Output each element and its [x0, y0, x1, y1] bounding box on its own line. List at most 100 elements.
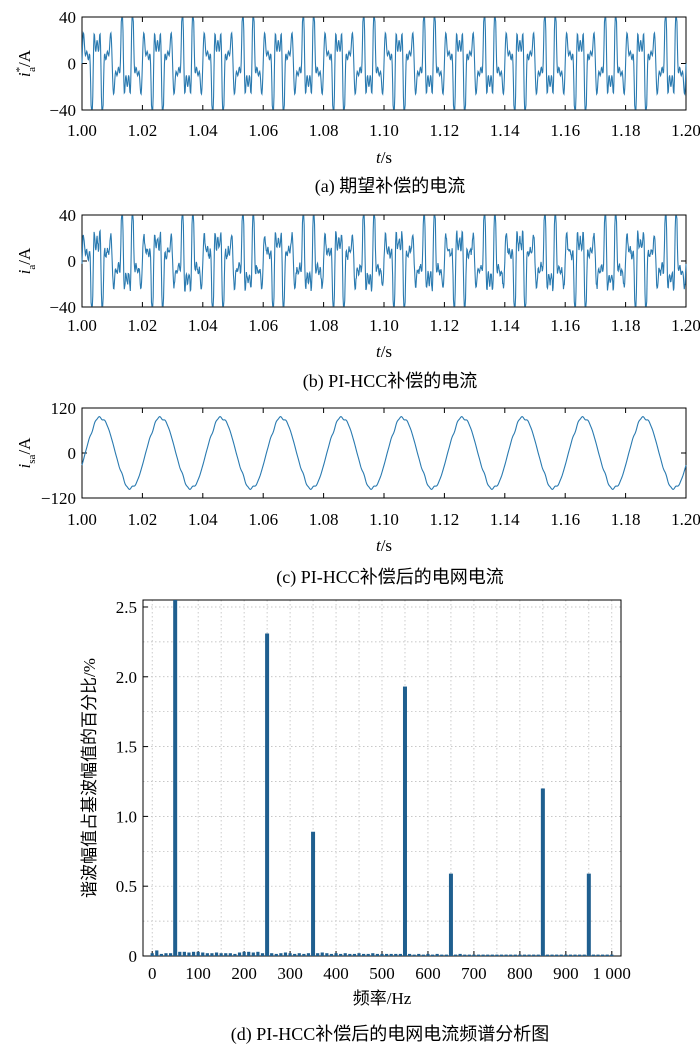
panel-b-xtick-label: 1.02: [128, 316, 158, 335]
panel-d-bar-small: [316, 953, 320, 956]
panel-d-bar-small: [297, 953, 301, 956]
panel-d-bar-small: [279, 953, 283, 956]
panel-a-xlabel-unit: /s: [381, 148, 392, 167]
panel-d-bar-small: [550, 954, 554, 956]
panel-c-xtick-label: 1.06: [248, 510, 278, 529]
panel-c-xtick-label: 1.16: [550, 510, 580, 529]
panel-b-xtick-label: 1.20: [671, 316, 700, 335]
panel-b-ytick-label: 40: [59, 206, 76, 225]
panel-d-bar-small: [375, 953, 380, 956]
panel-d-xtick-label: 400: [323, 964, 349, 983]
panel-d-bar-small: [596, 954, 600, 956]
panel-c-ylabel-text: isa/A: [15, 437, 38, 469]
panel-d-xtick-label: 300: [277, 964, 303, 983]
panel-d-bar-small: [421, 954, 425, 956]
panel-d-bar-small: [389, 953, 393, 956]
panel-d-bar-small: [605, 954, 609, 956]
panel-d-bar-small: [233, 953, 237, 956]
panel-d-bar-small: [219, 953, 223, 956]
panel-a-ylabel-text: i*a/A: [14, 49, 38, 77]
panel-d-bar-small: [426, 953, 430, 956]
panel-d-bar-small: [513, 954, 517, 956]
panel-d-bar: [311, 831, 316, 956]
panel-a-caption: (a) 期望补偿的电流: [315, 176, 465, 197]
panel-d-ytick-label: 2.5: [116, 598, 137, 617]
panel-c-xtick-label: 1.08: [309, 510, 339, 529]
panel-d-bar: [586, 873, 591, 956]
panel-d-bar-small: [532, 954, 536, 956]
panel-b-xtick-label: 1.10: [369, 316, 399, 335]
panel-d-bar: [448, 873, 453, 956]
panel-d-bar-small: [412, 954, 416, 956]
panel-d-ylabel: 谐波幅值占基波幅值的百分比/%: [80, 658, 99, 898]
panel-a-xtick-label: 1.02: [128, 121, 158, 140]
panel-d-bar: [402, 686, 407, 956]
panel-d-bar-small: [256, 951, 260, 956]
panel-a-xlabel-symbol: t: [376, 148, 382, 167]
panel-a-ytick-label: 40: [59, 8, 76, 27]
panel-d-bar-small: [247, 951, 251, 956]
panel-b-xtick-label: 1.12: [430, 316, 460, 335]
panel-c-xtick-label: 1.10: [369, 510, 399, 529]
panel-d-bar-small: [329, 953, 334, 956]
panel-d-bar-small: [306, 953, 311, 956]
panel-d-bar-small: [164, 953, 168, 956]
panel-a-xtick-label: 1.00: [67, 121, 97, 140]
panel-b-xlabel-symbol: t: [376, 342, 382, 361]
panel-d-bar: [540, 788, 545, 956]
panel-d-bar-small: [362, 953, 366, 956]
panel-d-bar-small: [545, 954, 550, 956]
panel-d-bar-small: [205, 953, 209, 956]
panel-d-bar-small: [601, 954, 605, 956]
panel-c-xtick-label: 1.04: [188, 510, 218, 529]
panel-d-bar-small: [182, 951, 186, 956]
panel-d-bar-small: [435, 953, 439, 956]
panel-a-xtick-label: 1.12: [430, 121, 460, 140]
panel-d-bar-small: [191, 951, 196, 956]
panel-d-bar-small: [242, 951, 246, 956]
panel-d-xtick-label: 900: [553, 964, 579, 983]
panel-d-bar-small: [293, 953, 297, 956]
panel-d-bar-small: [251, 952, 255, 956]
panel-d-xtick-label: 700: [461, 964, 487, 983]
panel-c-caption: (c) PI-HCC补偿后的电网电流: [276, 567, 504, 588]
panel-d-bar-small: [187, 952, 191, 956]
panel-d-bar-small: [610, 954, 614, 956]
panel-d-bar-small: [453, 954, 458, 956]
panel-d-bar-small: [348, 953, 352, 956]
panel-d-ytick-label: 1.0: [116, 807, 137, 826]
panel-d-bar-small: [394, 953, 398, 956]
panel-d-bar-small: [490, 954, 494, 956]
panel-b-xtick-label: 1.18: [611, 316, 641, 335]
panel-d-ytick-label: 1.5: [116, 738, 137, 757]
panel-c-xtick-label: 1.14: [490, 510, 520, 529]
panel-d-bar-small: [224, 953, 228, 956]
panel-d-bar-small: [237, 952, 242, 956]
panel-d-bar: [173, 600, 178, 956]
panel-d-bar-small: [518, 954, 522, 956]
panel-c-xtick-label: 1.12: [430, 510, 460, 529]
panel-c-ytick-label: 0: [68, 444, 77, 463]
panel-c-ylabel: isa/A: [15, 437, 38, 469]
panel-b-xtick-label: 1.16: [550, 316, 580, 335]
panel-a-xlabel: t/s: [376, 148, 392, 167]
panel-d-bar-small: [481, 954, 485, 956]
panel-b-ylabel-sub: a: [26, 265, 38, 270]
panel-c-ylabel-sub: sa: [26, 454, 38, 463]
panel-d-bar-small: [430, 954, 435, 956]
panel-d-bar-small: [196, 951, 200, 956]
panel-d-bar-small: [159, 953, 163, 956]
panel-d-bar-small: [288, 953, 292, 956]
panel-d-bar-small: [270, 953, 274, 956]
panel-b-xlabel: t/s: [376, 342, 392, 361]
panel-d-bar-small: [417, 953, 421, 956]
panel-a-ylabel: i*a/A: [14, 49, 38, 77]
panel-d-bar-small: [343, 953, 347, 956]
panel-d-xtick-label: 600: [415, 964, 441, 983]
panel-d-bar-small: [201, 952, 205, 956]
panel-d-bar-small: [325, 953, 329, 956]
panel-d-bar-small: [371, 953, 375, 956]
panel-d-xtick-label: 1 000: [593, 964, 631, 983]
panel-d-bar-small: [555, 954, 559, 956]
